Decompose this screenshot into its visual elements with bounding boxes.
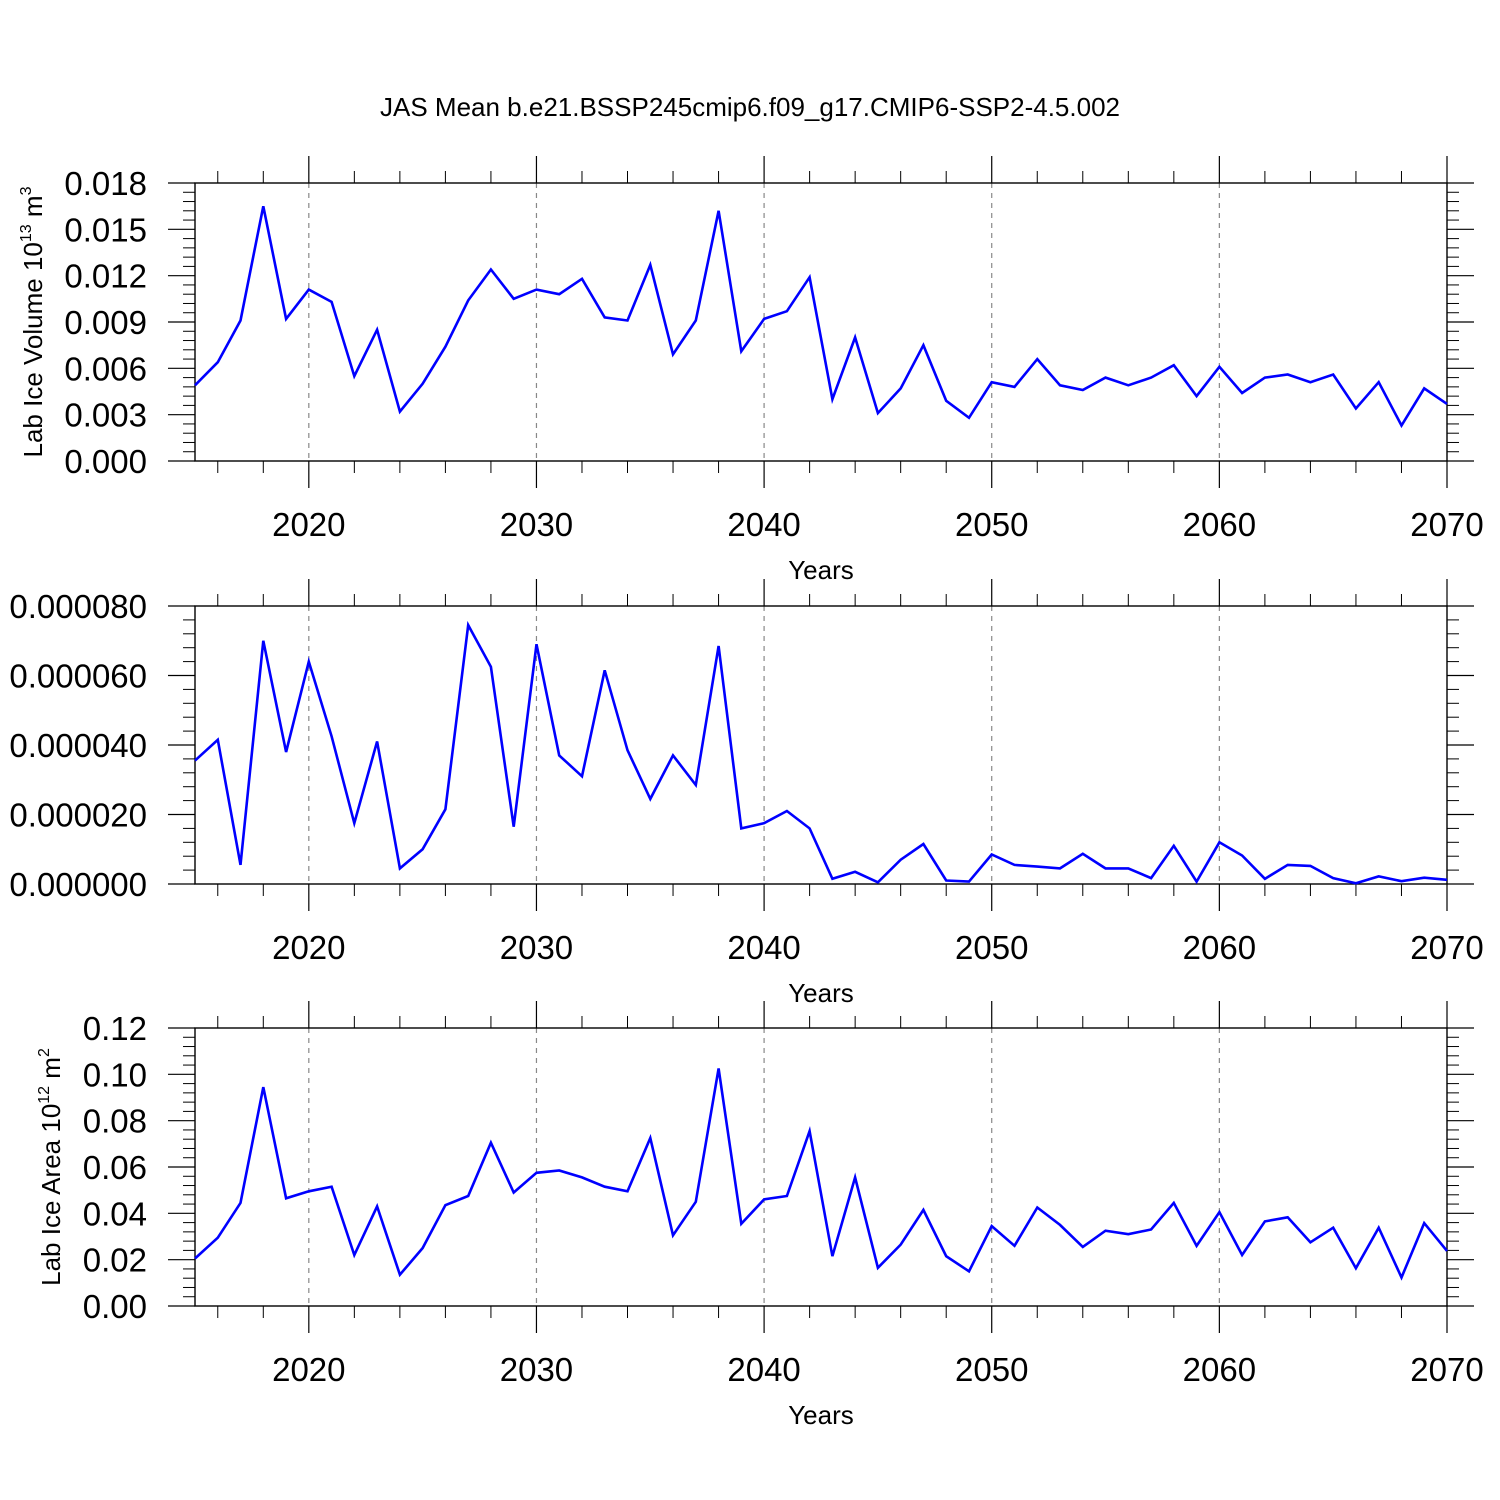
series-line — [194, 620, 1448, 885]
y-tick-label: 0.015 — [64, 211, 147, 248]
x-tick-label: 2040 — [727, 506, 800, 543]
x-tick-label: 2070 — [1410, 929, 1483, 966]
y-tick-label: 0.10 — [83, 1056, 147, 1093]
y-tick-label: 0.000040 — [9, 727, 147, 764]
y-tick-label: 0.000080 — [9, 588, 147, 625]
x-tick-label: 2050 — [955, 506, 1028, 543]
x-axis-label: Years — [788, 978, 854, 1008]
x-tick-label: 2020 — [272, 929, 345, 966]
y-tick-label: 0.02 — [83, 1242, 147, 1279]
y-tick-label: 0.012 — [64, 258, 147, 295]
x-tick-label: 2070 — [1410, 1351, 1483, 1388]
x-tick-label: 2060 — [1183, 506, 1256, 543]
y-tick-label: 0.006 — [64, 350, 147, 387]
x-tick-label: 2030 — [500, 929, 573, 966]
x-tick-label: 2030 — [500, 1351, 573, 1388]
y-tick-label: 0.12 — [83, 1010, 147, 1047]
chart-title: JAS Mean b.e21.BSSP245cmip6.f09_g17.CMIP… — [380, 92, 1120, 122]
y-tick-label: 0.009 — [64, 304, 147, 341]
plot-frame — [194, 182, 1448, 462]
x-tick-label: 2040 — [727, 1351, 800, 1388]
y-tick-label: 0.04 — [83, 1195, 147, 1232]
x-tick-label: 2020 — [272, 506, 345, 543]
y-tick-label: 0.000 — [64, 443, 147, 480]
chart-panel-3: 2020 2030 2040 2050 2060 2070 Years 0.00 0.02 0.0… — [36, 1001, 1484, 1430]
x-axis-label: Years — [788, 1400, 854, 1430]
x-tick-label: 2040 — [727, 929, 800, 966]
chart-panel-2: 2020 2030 2040 2050 2060 2070 Years 0.000000 0.0… — [9, 579, 1484, 1008]
x-tick-label: 2020 — [272, 1351, 345, 1388]
series-line — [194, 1068, 1449, 1281]
y-tick-label: 0.000000 — [9, 866, 147, 903]
series-line — [194, 205, 1448, 429]
y-tick-label: 0.00 — [83, 1288, 147, 1325]
x-tick-label: 2060 — [1183, 929, 1256, 966]
y-tick-label: 0.06 — [83, 1149, 147, 1186]
plot-frame — [194, 1027, 1448, 1307]
y-tick-label: 0.003 — [64, 397, 147, 434]
x-tick-label: 2030 — [500, 506, 573, 543]
y-tick-label: 0.018 — [64, 165, 147, 202]
x-tick-label: 2050 — [955, 929, 1028, 966]
y-tick-label: 0.000020 — [9, 797, 147, 834]
y-tick-label: 0.08 — [83, 1103, 147, 1140]
x-tick-label: 2060 — [1183, 1351, 1256, 1388]
x-tick-label: 2050 — [955, 1351, 1028, 1388]
y-axis-label: Lab Ice Area 1012 m2 — [36, 1048, 66, 1286]
x-tick-label: 2070 — [1410, 506, 1483, 543]
plot-frame — [194, 605, 1448, 885]
y-axis-label: Lab Ice Volume 1013 m3 — [18, 186, 48, 457]
x-axis-label: Years — [788, 555, 854, 585]
chart-panel-1: 2020 2030 2040 2050 2060 2070 Years 0.000 0.003 0… — [18, 156, 1484, 585]
y-tick-label: 0.000060 — [9, 658, 147, 695]
